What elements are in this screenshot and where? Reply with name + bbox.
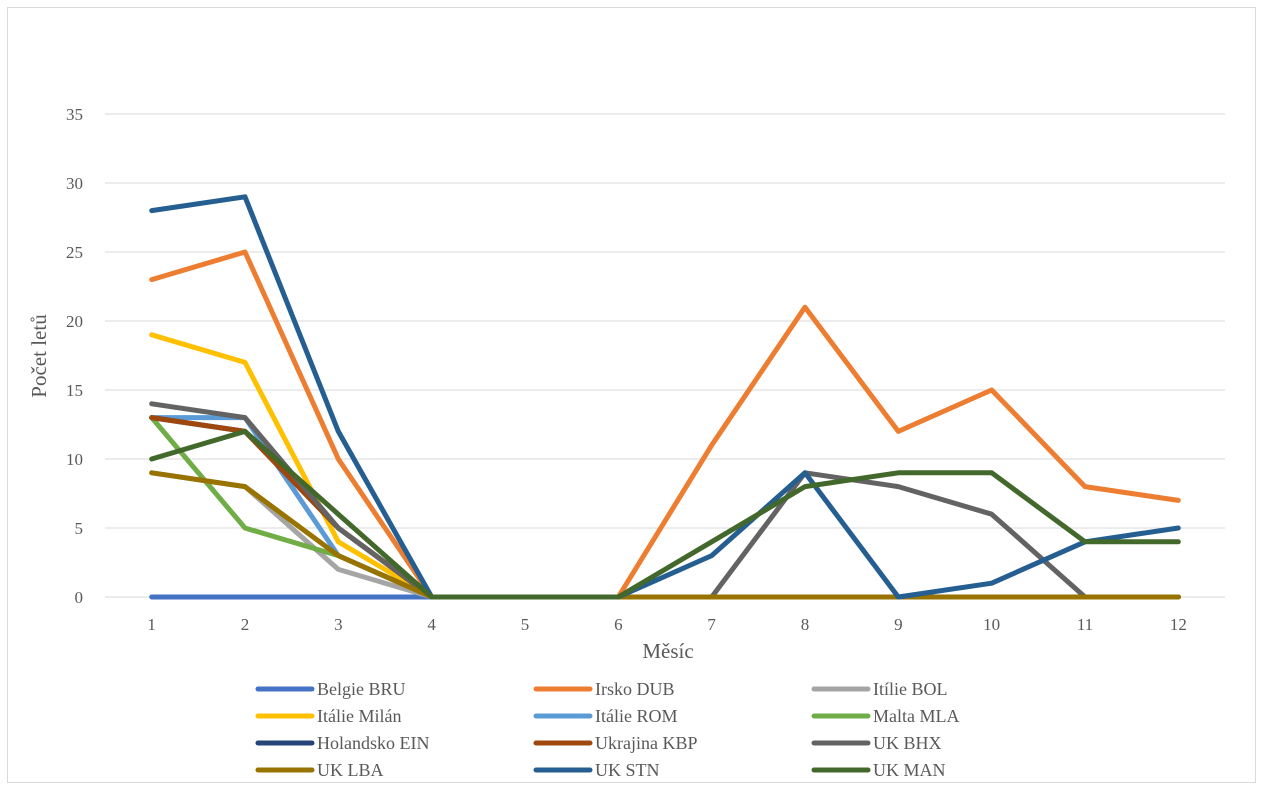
y-tick-label: 20 — [66, 312, 83, 331]
y-tick-label: 35 — [66, 105, 83, 124]
legend-label: Itálie ROM — [595, 706, 678, 726]
legend-label: Malta MLA — [873, 706, 959, 726]
legend-item: Holandsko EIN — [255, 733, 429, 753]
x-tick-label: 4 — [427, 615, 436, 634]
series-lines — [149, 194, 1181, 600]
legend: Belgie BRU Irsko DUB Itílie BOL Itálie Milá… — [255, 679, 959, 780]
legend-label: Belgie BRU — [317, 679, 406, 699]
x-tick-label: 12 — [1170, 615, 1187, 634]
legend-item: Itílie BOL — [811, 679, 948, 699]
y-tick-label: 30 — [66, 174, 83, 193]
legend-item: UK MAN — [811, 760, 946, 780]
legend-label: UK LBA — [317, 760, 384, 780]
series-line — [149, 332, 1181, 600]
chart-frame — [7, 7, 1256, 783]
series-line — [149, 194, 1181, 600]
legend-label: Irsko DUB — [595, 679, 675, 699]
legend-label: UK MAN — [873, 760, 946, 780]
y-tick-label: 10 — [66, 450, 83, 469]
legend-label: Itílie BOL — [873, 679, 948, 699]
legend-item: Belgie BRU — [255, 679, 406, 699]
y-tick-label: 25 — [66, 243, 83, 262]
series-line — [149, 428, 1181, 600]
legend-label: Ukrajina KBP — [595, 733, 698, 753]
y-tick-label: 15 — [66, 381, 83, 400]
y-axis-title: Počet letů — [27, 314, 51, 398]
x-tick-label: 7 — [707, 615, 716, 634]
legend-label: UK BHX — [873, 733, 942, 753]
legend-item: Itálie Milán — [255, 706, 401, 726]
legend-item: Malta MLA — [811, 706, 959, 726]
legend-label: Itálie Milán — [317, 706, 401, 726]
x-tick-label: 1 — [147, 615, 156, 634]
x-tick-label: 6 — [614, 615, 623, 634]
legend-item: Ukrajina KBP — [533, 733, 698, 753]
x-tick-label: 10 — [983, 615, 1000, 634]
legend-label: UK STN — [595, 760, 660, 780]
x-tick-label: 5 — [521, 615, 530, 634]
x-tick-label: 2 — [241, 615, 250, 634]
x-tick-label: 3 — [334, 615, 343, 634]
legend-label: Holandsko EIN — [317, 733, 429, 753]
legend-item: Irsko DUB — [533, 679, 675, 699]
gridlines — [105, 113, 1225, 529]
y-tick-label: 5 — [75, 519, 84, 538]
legend-item: UK BHX — [811, 733, 942, 753]
x-axis-title: Měsíc — [642, 639, 693, 663]
x-tick-label: 8 — [801, 615, 810, 634]
x-tick-label: 11 — [1077, 615, 1093, 634]
y-tick-label: 0 — [75, 588, 84, 607]
legend-item: UK STN — [533, 760, 660, 780]
series-line — [149, 470, 1181, 600]
legend-item: Itálie ROM — [533, 706, 678, 726]
legend-item: UK LBA — [255, 760, 384, 780]
x-tick-label: 9 — [894, 615, 903, 634]
series-line — [149, 249, 1181, 600]
